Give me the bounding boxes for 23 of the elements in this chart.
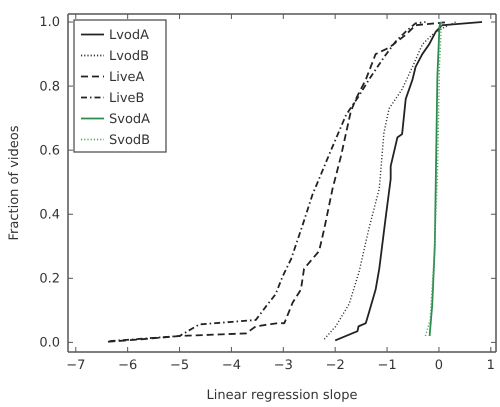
legend-label: SvodB xyxy=(109,133,150,148)
x-tick-label: −2 xyxy=(326,358,345,374)
x-tick-label: −1 xyxy=(377,358,397,374)
y-tick-label: 0.2 xyxy=(39,271,60,286)
legend-label: LvodB xyxy=(109,49,150,64)
x-tick-label: −3 xyxy=(274,358,293,374)
legend-label: LvodA xyxy=(109,28,150,43)
x-tick-label: −4 xyxy=(222,358,242,374)
x-tick-label: −7 xyxy=(66,358,86,374)
y-tick-label: 1.0 xyxy=(39,15,60,30)
legend-label: SvodA xyxy=(109,112,150,127)
y-tick-label: 0.6 xyxy=(39,143,60,158)
y-tick-label: 0.0 xyxy=(39,336,60,351)
legend-label: LiveB xyxy=(109,91,144,106)
x-tick-label: −5 xyxy=(170,358,190,374)
legend-label: LiveA xyxy=(109,70,145,85)
x-tick-label: 0 xyxy=(434,358,444,374)
y-axis-title: Fraction of videos xyxy=(7,125,22,240)
x-tick-label: 1 xyxy=(486,358,495,374)
x-tick-label: −6 xyxy=(118,358,138,374)
y-tick-label: 0.8 xyxy=(39,79,60,94)
x-axis-title: Linear regression slope xyxy=(206,388,358,403)
y-tick-label: 0.4 xyxy=(39,207,60,222)
